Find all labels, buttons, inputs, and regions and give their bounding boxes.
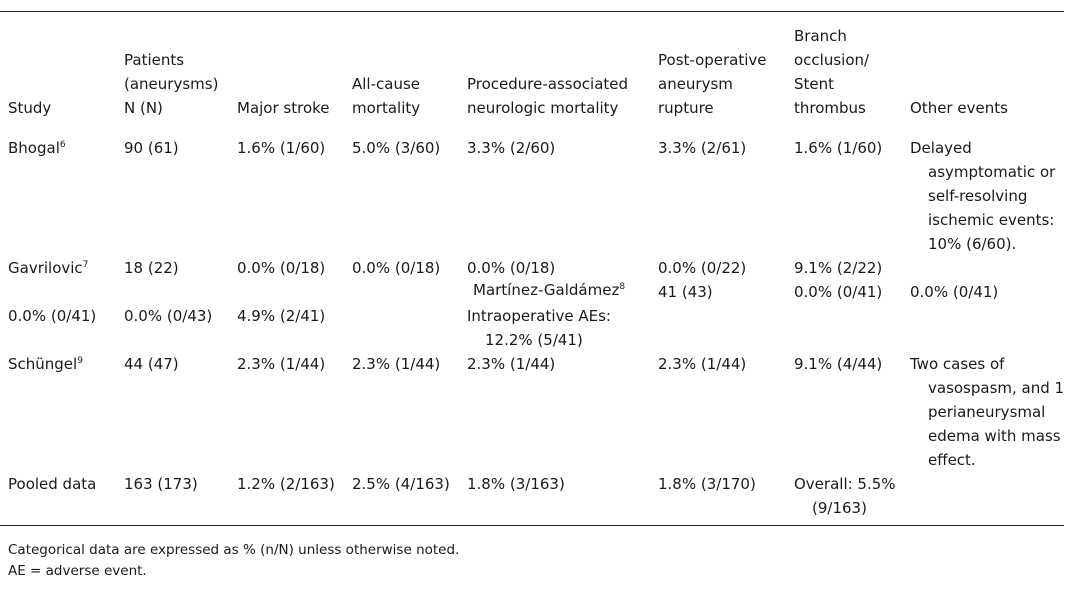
row-martinez-rupture-col: 41 (43) bbox=[658, 283, 713, 301]
header-other-events: Other events bbox=[910, 99, 1008, 117]
row-martinez-study: Martínez-Galdámez8 bbox=[473, 281, 626, 299]
row-gavrilovic-all-cause: 0.0% (0/18) bbox=[352, 259, 441, 277]
row-schungel-all-cause: 2.3% (1/44) bbox=[352, 355, 441, 373]
row-bhogal-branch: 1.6% (1/60) bbox=[794, 139, 883, 157]
row-schungel-rupture: 2.3% (1/44) bbox=[658, 355, 747, 373]
row-pooled-study: Pooled data bbox=[8, 475, 97, 493]
row-bhogal-other: Delayed asymptomatic or self-resolving is… bbox=[910, 139, 1056, 253]
table-bottom-rule bbox=[0, 525, 1064, 526]
row-pooled-patients: 163 (173) bbox=[124, 475, 198, 493]
table-top-rule bbox=[0, 11, 1064, 12]
header-major-stroke: Major stroke bbox=[237, 99, 330, 117]
row-pooled-rupture: 1.8% (3/170) bbox=[658, 475, 756, 493]
row-martinez-other-col: 0.0% (0/41) bbox=[910, 283, 999, 301]
row-gavrilovic-rupture: 0.0% (0/22) bbox=[658, 259, 747, 277]
header-study: Study bbox=[8, 99, 52, 117]
ref-7: 7 bbox=[82, 260, 89, 270]
row-schungel-proc-mortality: 2.3% (1/44) bbox=[467, 355, 556, 373]
row-schungel-patients: 44 (47) bbox=[124, 355, 179, 373]
row-martinez-stroke-col: 4.9% (2/41) bbox=[237, 307, 326, 325]
row-bhogal-all-cause: 5.0% (3/60) bbox=[352, 139, 441, 157]
row-pooled-branch: Overall: 5.5% (9/163) bbox=[794, 475, 896, 517]
header-procedure-mortality: Procedure-associated neurologic mortalit… bbox=[467, 75, 629, 117]
row-gavrilovic-branch: 9.1% (2/22) bbox=[794, 259, 883, 277]
row-bhogal-patients: 90 (61) bbox=[124, 139, 179, 157]
row-bhogal-study: Bhogal6 bbox=[8, 139, 66, 157]
row-martinez-proc-col: Intraoperative AEs: 12.2% (5/41) bbox=[467, 307, 611, 349]
footnote-ae: AE = adverse event. bbox=[8, 563, 147, 579]
ref-6: 6 bbox=[59, 140, 66, 150]
row-schungel-other: Two cases of vasospasm, and 1 perianeurys… bbox=[910, 355, 1065, 469]
row-schungel-branch: 9.1% (4/44) bbox=[794, 355, 883, 373]
ref-8: 8 bbox=[619, 282, 626, 292]
header-rupture: Post-operative aneurysm rupture bbox=[658, 51, 767, 117]
row-bhogal-proc-mortality: 3.3% (2/60) bbox=[467, 139, 556, 157]
row-pooled-major-stroke: 1.2% (2/163) bbox=[237, 475, 335, 493]
row-martinez-study-col: 0.0% (0/41) bbox=[8, 307, 97, 325]
ref-9: 9 bbox=[77, 356, 83, 366]
row-gavrilovic-study: Gavrilovic7 bbox=[8, 259, 89, 277]
row-bhogal-major-stroke: 1.6% (1/60) bbox=[237, 139, 326, 157]
header-all-cause-mortality: All-cause mortality bbox=[352, 75, 421, 117]
row-martinez-branch-col: 0.0% (0/41) bbox=[794, 283, 883, 301]
row-pooled-proc-mortality: 1.8% (3/163) bbox=[467, 475, 565, 493]
footnote-categorical: Categorical data are expressed as % (n/N… bbox=[8, 542, 460, 558]
row-schungel-major-stroke: 2.3% (1/44) bbox=[237, 355, 326, 373]
row-martinez-patients-col: 0.0% (0/43) bbox=[124, 307, 213, 325]
header-patients: Patients (aneurysms) N (N) bbox=[124, 51, 219, 117]
row-pooled-all-cause: 2.5% (4/163) bbox=[352, 475, 450, 493]
row-schungel-study: Schüngel9 bbox=[8, 355, 83, 373]
row-bhogal-rupture: 3.3% (2/61) bbox=[658, 139, 747, 157]
header-branch-occlusion: Branch occlusion/ Stent thrombus bbox=[794, 27, 870, 117]
row-gavrilovic-patients: 18 (22) bbox=[124, 259, 179, 277]
row-gavrilovic-major-stroke: 0.0% (0/18) bbox=[237, 259, 326, 277]
row-gavrilovic-proc-mortality: 0.0% (0/18) bbox=[467, 259, 556, 277]
